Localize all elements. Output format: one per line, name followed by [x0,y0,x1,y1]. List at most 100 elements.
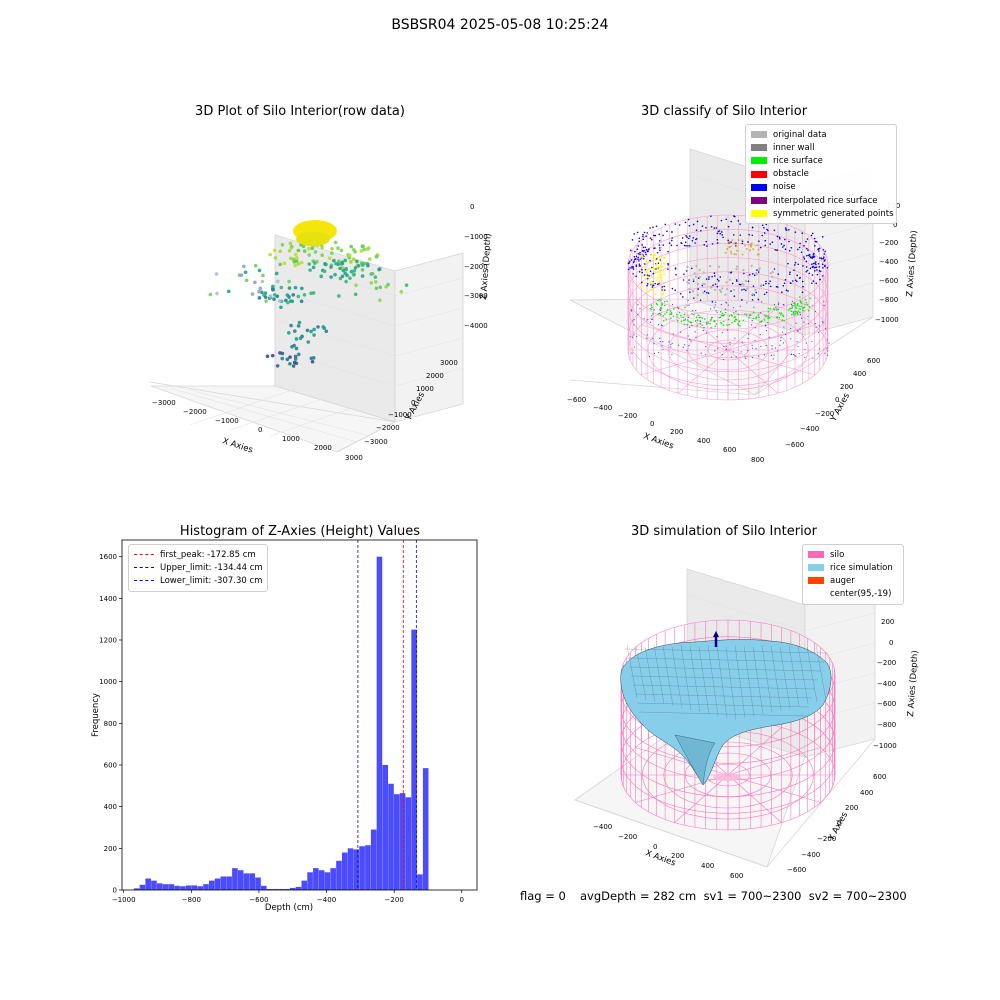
panel2-noise-point [744,356,746,358]
panel2-noise-point [661,286,664,288]
panel2-rice-point [769,307,771,310]
panel2-noise-point [648,275,650,277]
panel2-noise-point [644,246,647,249]
panel2-noise-point [771,348,773,350]
panel2-symmetric-point [661,287,664,290]
panel2-noise-point [761,234,763,237]
panel2-noise-point [652,284,654,286]
panel2-rice-point [705,323,708,325]
mesh-line [788,644,800,707]
mesh-line [662,645,674,707]
panel2-rice-point [780,313,782,316]
panel2-noise-point [735,356,737,358]
panel2-noise-point [653,234,655,237]
panel2-noise-point [659,249,661,252]
histogram-bar [359,846,365,890]
panel2-noise-point [633,255,636,258]
panel2-noise-point [782,246,784,248]
panel2-rice-point [715,323,718,325]
panel2-rice-point [723,320,725,323]
panel2-noise-point [808,253,811,256]
panel1-point [214,272,219,276]
panel2-noise-point [739,283,742,286]
panel1-point [311,265,316,270]
panel2-rice-point [673,308,675,310]
legend-label: rice surface [773,155,823,166]
panel2-original-point [698,275,701,279]
silo-floor-ring [707,339,749,361]
panel2-noise-point [630,259,633,261]
panel3-ytick: 0 [837,819,841,827]
panel2-symmetric-point [650,276,653,279]
panel2-noise-point [790,303,793,306]
panel3-ytick: 400 [860,789,873,797]
panel2-rice-point [782,314,784,317]
panel2-noise-point [768,336,770,338]
panel1-point [362,247,366,252]
panel1-point [352,269,357,273]
panel2-symmetric-point [649,282,652,285]
panel1-xticks: −3000 −2000 −1000 0 1000 2000 3000 [152,399,363,462]
panel2-noise-point [774,347,777,349]
panel2-noise-point [817,248,819,251]
panel1-point [272,297,276,301]
panel2-noise-point [681,237,684,239]
legend-item: silo [808,548,898,561]
panel2-noise-point [676,306,679,308]
panel2-original-point [741,253,744,256]
panel2-symmetric-point [658,280,661,283]
panel2-noise-point [671,342,673,344]
panel2-symmetric-point [659,276,662,279]
panel2-noise-point [765,330,768,332]
histogram-bar [261,885,267,890]
panel2-noise-point [783,282,786,285]
panel1-ytick: −3000 [364,438,388,446]
panel2-zlabel: Z Axies (Depth) [905,230,920,297]
panel2-noise-point [798,246,801,249]
panel2-noise-point [628,262,630,264]
panel2-noise-point [751,320,753,322]
panel2-rice-point [728,323,731,326]
panel2-noise-point [683,273,685,275]
panel2-noise-point [740,351,742,353]
panel2-xtick: 600 [723,446,736,454]
histogram-bar [185,885,192,890]
panel2-rice-point [657,313,660,315]
panel2-noise-point [779,344,781,346]
legend-label: symmetric generated points [773,208,894,219]
mesh-line [632,684,816,690]
panel2-noise-point [722,236,724,239]
histogram-bar [313,868,319,890]
panel2-rice-point [804,303,806,306]
panel2-noise-point [701,284,704,287]
panel2-noise-point [696,220,699,223]
panel1-point [351,272,356,277]
panel2-rice-point [688,320,690,323]
panel1-point [312,333,316,337]
panel2-noise-point [735,242,737,244]
panel2-rice-point [697,314,700,317]
panel3-legend: silo rice simulation auger center(95,-19… [802,544,904,605]
panel2-noise-point [658,233,661,236]
panel1-point [320,245,324,250]
panel2-noise-point [788,240,790,243]
panel2-noise-point [713,272,716,275]
panel1-point [271,287,275,292]
panel2-noise-point [652,313,654,315]
panel2-rice-point [775,316,778,318]
panel2-original-point [714,288,717,291]
legend-label: Lower_limit: -307.30 cm [160,575,263,586]
panel2-noise-point [689,326,691,328]
panel2-noise-point [684,241,687,244]
panel2-noise-point [630,309,632,311]
panel1-point [404,283,409,287]
panel2-original-point [686,265,689,268]
panel2-symmetric-point [641,255,644,258]
mesh-line [752,646,764,715]
panel2-noise-point [652,338,654,340]
panel2-noise-point [670,310,672,312]
panel2-noise-point [629,267,631,269]
panel1-point [313,261,317,265]
panel2-noise-point [710,327,712,329]
panel2-original-point [692,278,695,281]
